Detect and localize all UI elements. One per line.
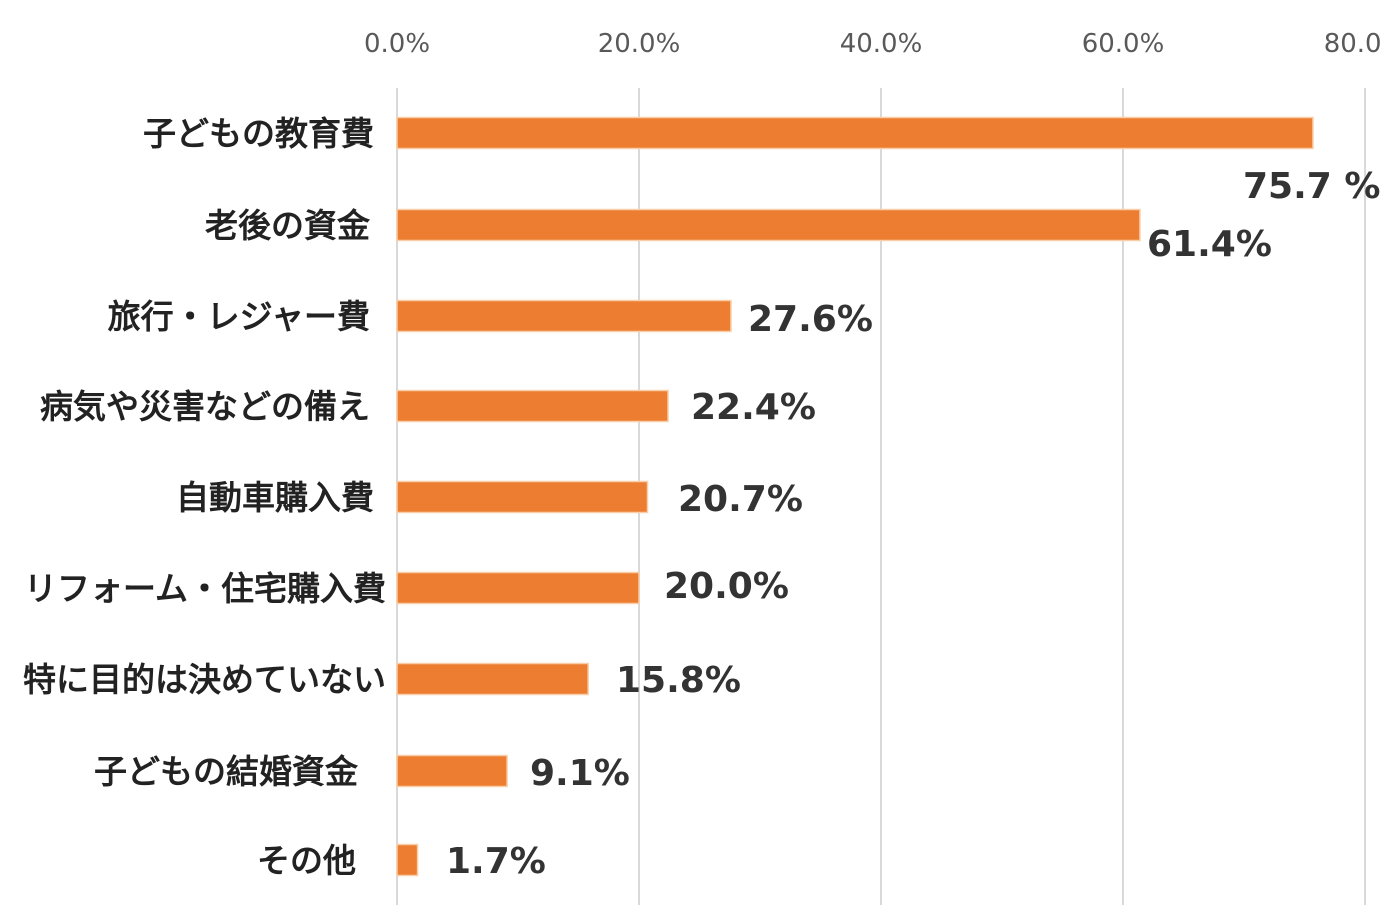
category-label: 病気や災害などの備え bbox=[40, 387, 370, 426]
data-label: 22.4% bbox=[691, 387, 816, 428]
data-label: 27.6% bbox=[748, 299, 873, 340]
bar bbox=[396, 299, 732, 333]
bar bbox=[396, 754, 508, 788]
x-tick-label: 80.0% bbox=[1324, 29, 1380, 59]
category-label: 子どもの結婚資金 bbox=[94, 752, 359, 791]
category-labels: 子どもの教育費老後の資金旅行・レジャー費病気や災害などの備え自動車購入費リフォー… bbox=[23, 114, 386, 880]
category-label: リフォーム・住宅購入費 bbox=[24, 569, 386, 608]
data-label: 61.4% bbox=[1147, 224, 1272, 265]
data-label: 20.7% bbox=[678, 479, 803, 520]
x-axis-ticks: 0.0% 20.0% 40.0% 60.0% 80.0% bbox=[364, 29, 1380, 59]
value-labels: 75.7 % 61.4% 27.6% 22.4% 20.7% 20.0% 15.8% 9.1%… bbox=[446, 166, 1380, 882]
bar bbox=[396, 843, 419, 877]
data-label: 15.8% bbox=[616, 660, 741, 701]
category-label: 老後の資金 bbox=[205, 206, 371, 245]
bar bbox=[396, 571, 640, 605]
x-tick-label: 0.0% bbox=[364, 29, 430, 59]
bar bbox=[396, 389, 669, 423]
category-label: その他 bbox=[257, 841, 356, 880]
category-label: 自動車購入費 bbox=[176, 478, 374, 517]
bars bbox=[396, 116, 1314, 877]
category-label: 特に目的は決めていない bbox=[23, 660, 386, 699]
x-tick-label: 20.0% bbox=[598, 29, 681, 59]
data-label: 9.1% bbox=[530, 753, 630, 794]
data-label: 20.0% bbox=[664, 566, 789, 607]
category-label: 旅行・レジャー費 bbox=[108, 297, 370, 336]
category-label: 子どもの教育費 bbox=[143, 114, 374, 153]
x-tick-label: 40.0% bbox=[840, 29, 923, 59]
bar bbox=[396, 208, 1141, 242]
data-label: 1.7% bbox=[446, 841, 546, 882]
bar bbox=[396, 480, 649, 514]
bar bbox=[396, 662, 589, 696]
bar bbox=[396, 116, 1314, 150]
data-label: 75.7 % bbox=[1243, 166, 1380, 207]
x-tick-label: 60.0% bbox=[1082, 29, 1165, 59]
